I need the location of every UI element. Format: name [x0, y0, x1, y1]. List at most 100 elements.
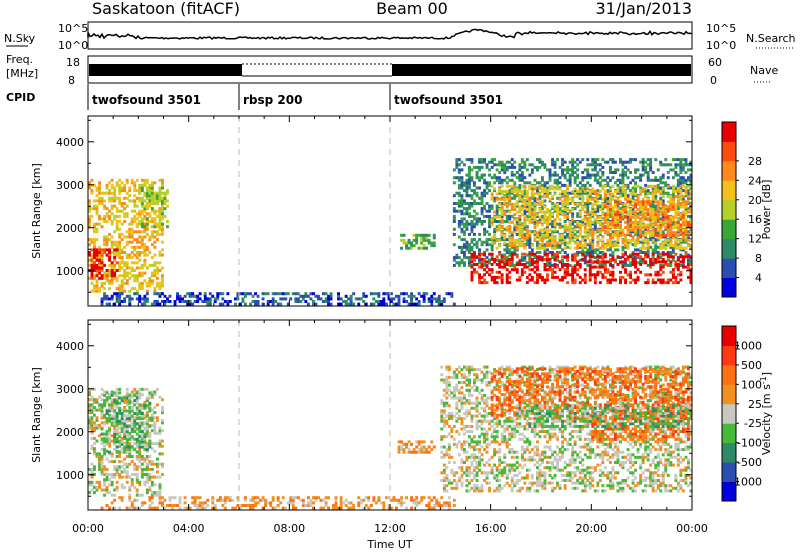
data-cell: [135, 465, 139, 469]
data-cell: [513, 187, 517, 191]
data-cell: [510, 165, 514, 169]
data-cell: [525, 195, 529, 199]
data-cell: [646, 184, 650, 188]
data-cell: [543, 251, 547, 254]
data-cell: [551, 158, 554, 162]
data-cell: [128, 230, 132, 234]
data-cell: [525, 158, 529, 162]
data-cell: [593, 251, 597, 254]
data-cell: [528, 220, 532, 224]
data-cell: [586, 213, 590, 217]
data-cell: [536, 168, 539, 172]
data-cell: [93, 400, 96, 404]
data-cell: [576, 176, 580, 180]
data-cell: [591, 222, 595, 226]
data-cell: [639, 202, 643, 206]
data-cell: [689, 258, 693, 262]
data-cell: [518, 176, 522, 180]
data-cell: [546, 263, 549, 267]
data-cell: [576, 158, 580, 162]
data-cell: [568, 263, 572, 267]
data-cell: [525, 199, 529, 203]
data-cell: [299, 300, 303, 303]
data-cell: [468, 212, 471, 216]
data-cell: [274, 300, 278, 303]
data-cell: [588, 248, 592, 252]
freq-tick-lo: 8: [68, 74, 75, 87]
data-cell: [337, 292, 340, 296]
data-cell: [546, 235, 549, 239]
data-cell: [669, 260, 673, 264]
data-cell: [133, 253, 137, 257]
data-cell: [656, 215, 660, 219]
data-cell: [543, 213, 547, 217]
data-cell: [143, 271, 147, 275]
data-cell: [553, 257, 557, 261]
data-cell: [588, 183, 592, 187]
data-cell: [523, 187, 527, 191]
data-cell: [571, 171, 575, 174]
data-cell: [130, 436, 134, 440]
data-cell: [118, 199, 122, 203]
data-cell: [639, 248, 643, 252]
data-cell: [603, 178, 607, 182]
data-cell: [495, 258, 499, 262]
data-cell: [679, 158, 683, 162]
data-cell: [493, 278, 497, 282]
data-cell: [518, 195, 522, 199]
data-cell: [88, 426, 91, 430]
data-cell: [603, 268, 607, 272]
data-cell: [578, 275, 582, 279]
data-cell: [478, 238, 481, 242]
data-cell: [626, 168, 630, 172]
data-cell: [603, 226, 607, 229]
data-cell: [551, 251, 554, 254]
data-cell: [153, 202, 157, 205]
data-cell: [455, 176, 459, 180]
data-cell: [173, 300, 177, 303]
data-cell: [140, 230, 144, 234]
data-cell: [541, 236, 544, 240]
data-cell: [128, 411, 132, 415]
data-cell: [90, 408, 94, 412]
data-cell: [483, 278, 486, 282]
data-cell: [611, 184, 615, 188]
data-cell: [646, 208, 650, 211]
data-cell: [528, 263, 532, 267]
data-cell: [649, 231, 653, 235]
data-cell: [113, 271, 117, 275]
data-cell: [513, 251, 517, 254]
data-cell: [676, 195, 680, 199]
data-cell: [533, 222, 537, 226]
colorbar-swatch: [722, 199, 736, 220]
data-cell: [551, 207, 554, 211]
data-cell: [452, 202, 456, 205]
data-cell: [470, 260, 474, 264]
data-cell: [161, 230, 164, 234]
data-cell: [639, 200, 643, 204]
data-cell: [105, 269, 109, 272]
data-cell: [669, 197, 673, 201]
data-cell: [621, 160, 625, 164]
data-cell: [679, 226, 683, 229]
data-cell: [500, 231, 504, 235]
data-cell: [118, 220, 122, 223]
date-title: 31/Jan/2013: [595, 0, 692, 18]
data-cell: [427, 297, 431, 301]
data-cell: [619, 210, 622, 214]
data-cell: [113, 475, 117, 479]
data-cell: [687, 244, 690, 248]
data-cell: [621, 181, 625, 185]
data-cell: [548, 261, 552, 265]
data-cell: [571, 253, 575, 257]
data-cell: [153, 199, 157, 203]
data-cell: [460, 217, 464, 221]
data-cell: [598, 215, 602, 219]
data-cell: [530, 252, 534, 256]
data-cell: [676, 183, 680, 187]
data-cell: [513, 245, 517, 249]
data-cell: [120, 436, 124, 440]
data-cell: [624, 251, 627, 254]
data-cell: [105, 302, 109, 306]
data-cell: [475, 270, 479, 274]
